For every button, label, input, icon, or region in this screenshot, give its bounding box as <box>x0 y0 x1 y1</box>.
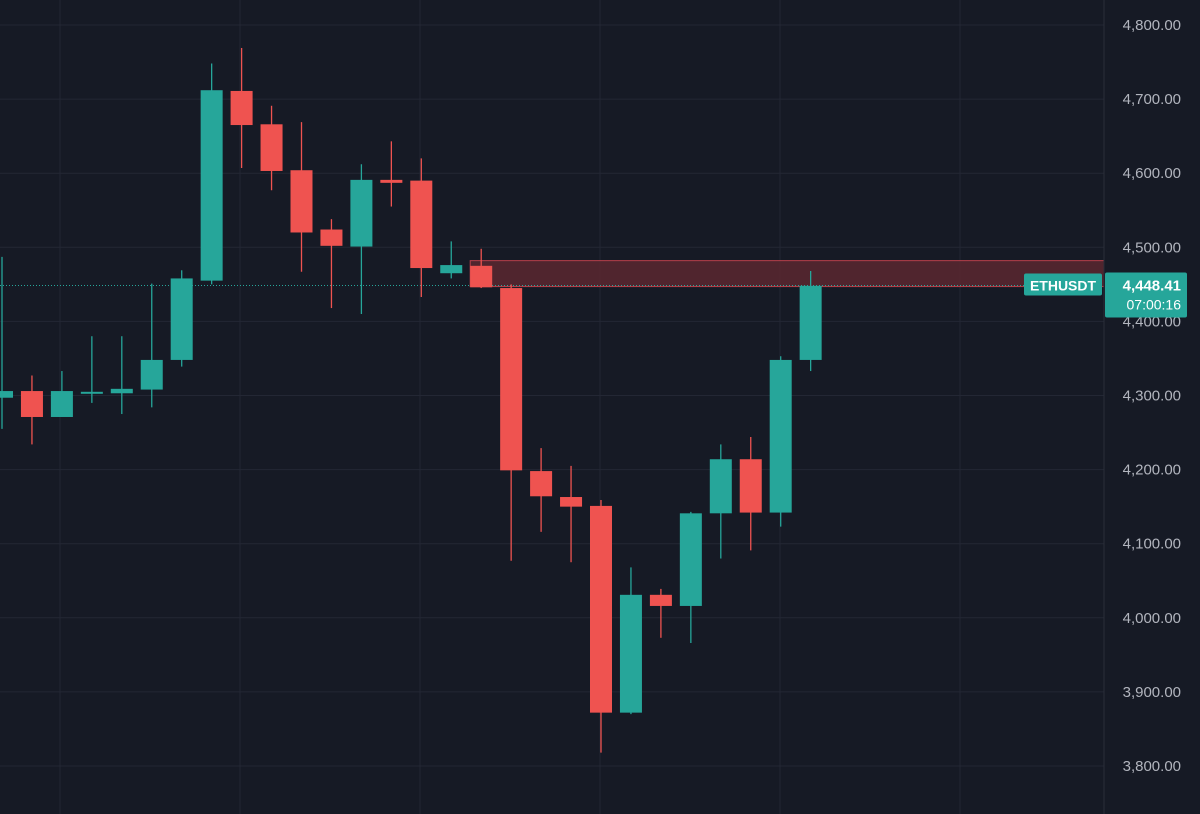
symbol-tag-label: ETHUSDT <box>1030 278 1097 294</box>
price-tick-label: 4,100.00 <box>1123 536 1181 553</box>
price-tags: ETHUSDT 4,448.41 07:00:16 <box>1024 272 1187 318</box>
candle[interactable] <box>20 375 43 445</box>
price-tick-label: 3,800.00 <box>1123 758 1181 775</box>
candle[interactable] <box>50 371 73 417</box>
candle-body <box>410 180 433 269</box>
candle[interactable] <box>560 465 583 563</box>
price-tick-label: 3,900.00 <box>1123 684 1181 701</box>
candle[interactable] <box>799 271 822 372</box>
supply-zone-rect[interactable] <box>469 260 1105 288</box>
price-tick-label: 4,600.00 <box>1123 165 1181 182</box>
candle-body <box>530 471 553 497</box>
price-tick-label: 4,800.00 <box>1123 17 1181 34</box>
candle[interactable] <box>590 499 612 753</box>
candle[interactable] <box>500 284 523 561</box>
candle-body <box>50 391 73 417</box>
candle-body <box>140 359 163 390</box>
candle[interactable] <box>350 164 373 314</box>
candle[interactable] <box>440 241 463 279</box>
candle[interactable] <box>230 47 253 169</box>
candle[interactable] <box>290 122 313 272</box>
candle-body <box>500 288 523 471</box>
price-tick-label: 4,400.00 <box>1123 313 1181 330</box>
candle-body <box>320 229 343 246</box>
candle[interactable] <box>709 444 732 559</box>
candle-body <box>350 179 373 247</box>
candle[interactable] <box>649 588 672 638</box>
candle-body <box>739 459 762 513</box>
symbol-tag <box>1024 273 1102 296</box>
candle-body <box>200 90 223 281</box>
candle[interactable] <box>380 141 403 207</box>
candle-body <box>380 179 403 183</box>
last-price-label: 4,448.41 <box>1123 278 1181 295</box>
grid-lines <box>0 0 1104 814</box>
candle-body <box>679 513 702 606</box>
supply-zone[interactable] <box>469 260 1105 288</box>
candle[interactable] <box>260 105 283 191</box>
price-tick-label: 4,500.00 <box>1123 239 1181 256</box>
candle[interactable] <box>0 256 13 429</box>
candle[interactable] <box>140 283 163 408</box>
candle-body <box>799 285 822 360</box>
candle-body <box>590 505 612 713</box>
candle-body <box>470 265 493 288</box>
candle-body <box>20 391 43 417</box>
candle-body <box>230 90 253 126</box>
candle[interactable] <box>170 270 193 367</box>
candle-body <box>80 391 103 394</box>
candle-body <box>290 170 313 233</box>
candle-body <box>560 497 583 507</box>
candle[interactable] <box>410 158 433 297</box>
candle-body <box>110 388 133 394</box>
candle[interactable] <box>530 448 553 532</box>
price-tick-label: 4,300.00 <box>1123 388 1181 405</box>
price-tick-label: 4,700.00 <box>1123 91 1181 108</box>
candle[interactable] <box>679 511 702 643</box>
candle[interactable] <box>769 356 792 527</box>
candle-body <box>170 278 193 360</box>
candle[interactable] <box>110 336 133 415</box>
candle[interactable] <box>739 436 762 551</box>
countdown-label: 07:00:16 <box>1127 297 1182 313</box>
candle[interactable] <box>320 219 343 309</box>
candles <box>0 47 822 753</box>
candle-body <box>709 459 732 514</box>
candle-body <box>649 594 672 606</box>
candle[interactable] <box>80 336 103 403</box>
price-tick-label: 4,200.00 <box>1123 462 1181 479</box>
last-price-tag <box>1105 272 1187 318</box>
price-axis[interactable]: 3,800.00 3,900.00 4,000.00 4,100.00 4,200.00… <box>1123 17 1181 775</box>
candle-body <box>769 359 792 513</box>
candle-body <box>260 124 283 171</box>
candle[interactable] <box>470 248 493 289</box>
candle[interactable] <box>200 63 223 285</box>
candle-body <box>619 594 642 713</box>
candle-body <box>440 265 463 274</box>
candle-body <box>0 391 13 398</box>
candle[interactable] <box>619 567 642 715</box>
price-tick-label: 4,000.00 <box>1123 610 1181 627</box>
